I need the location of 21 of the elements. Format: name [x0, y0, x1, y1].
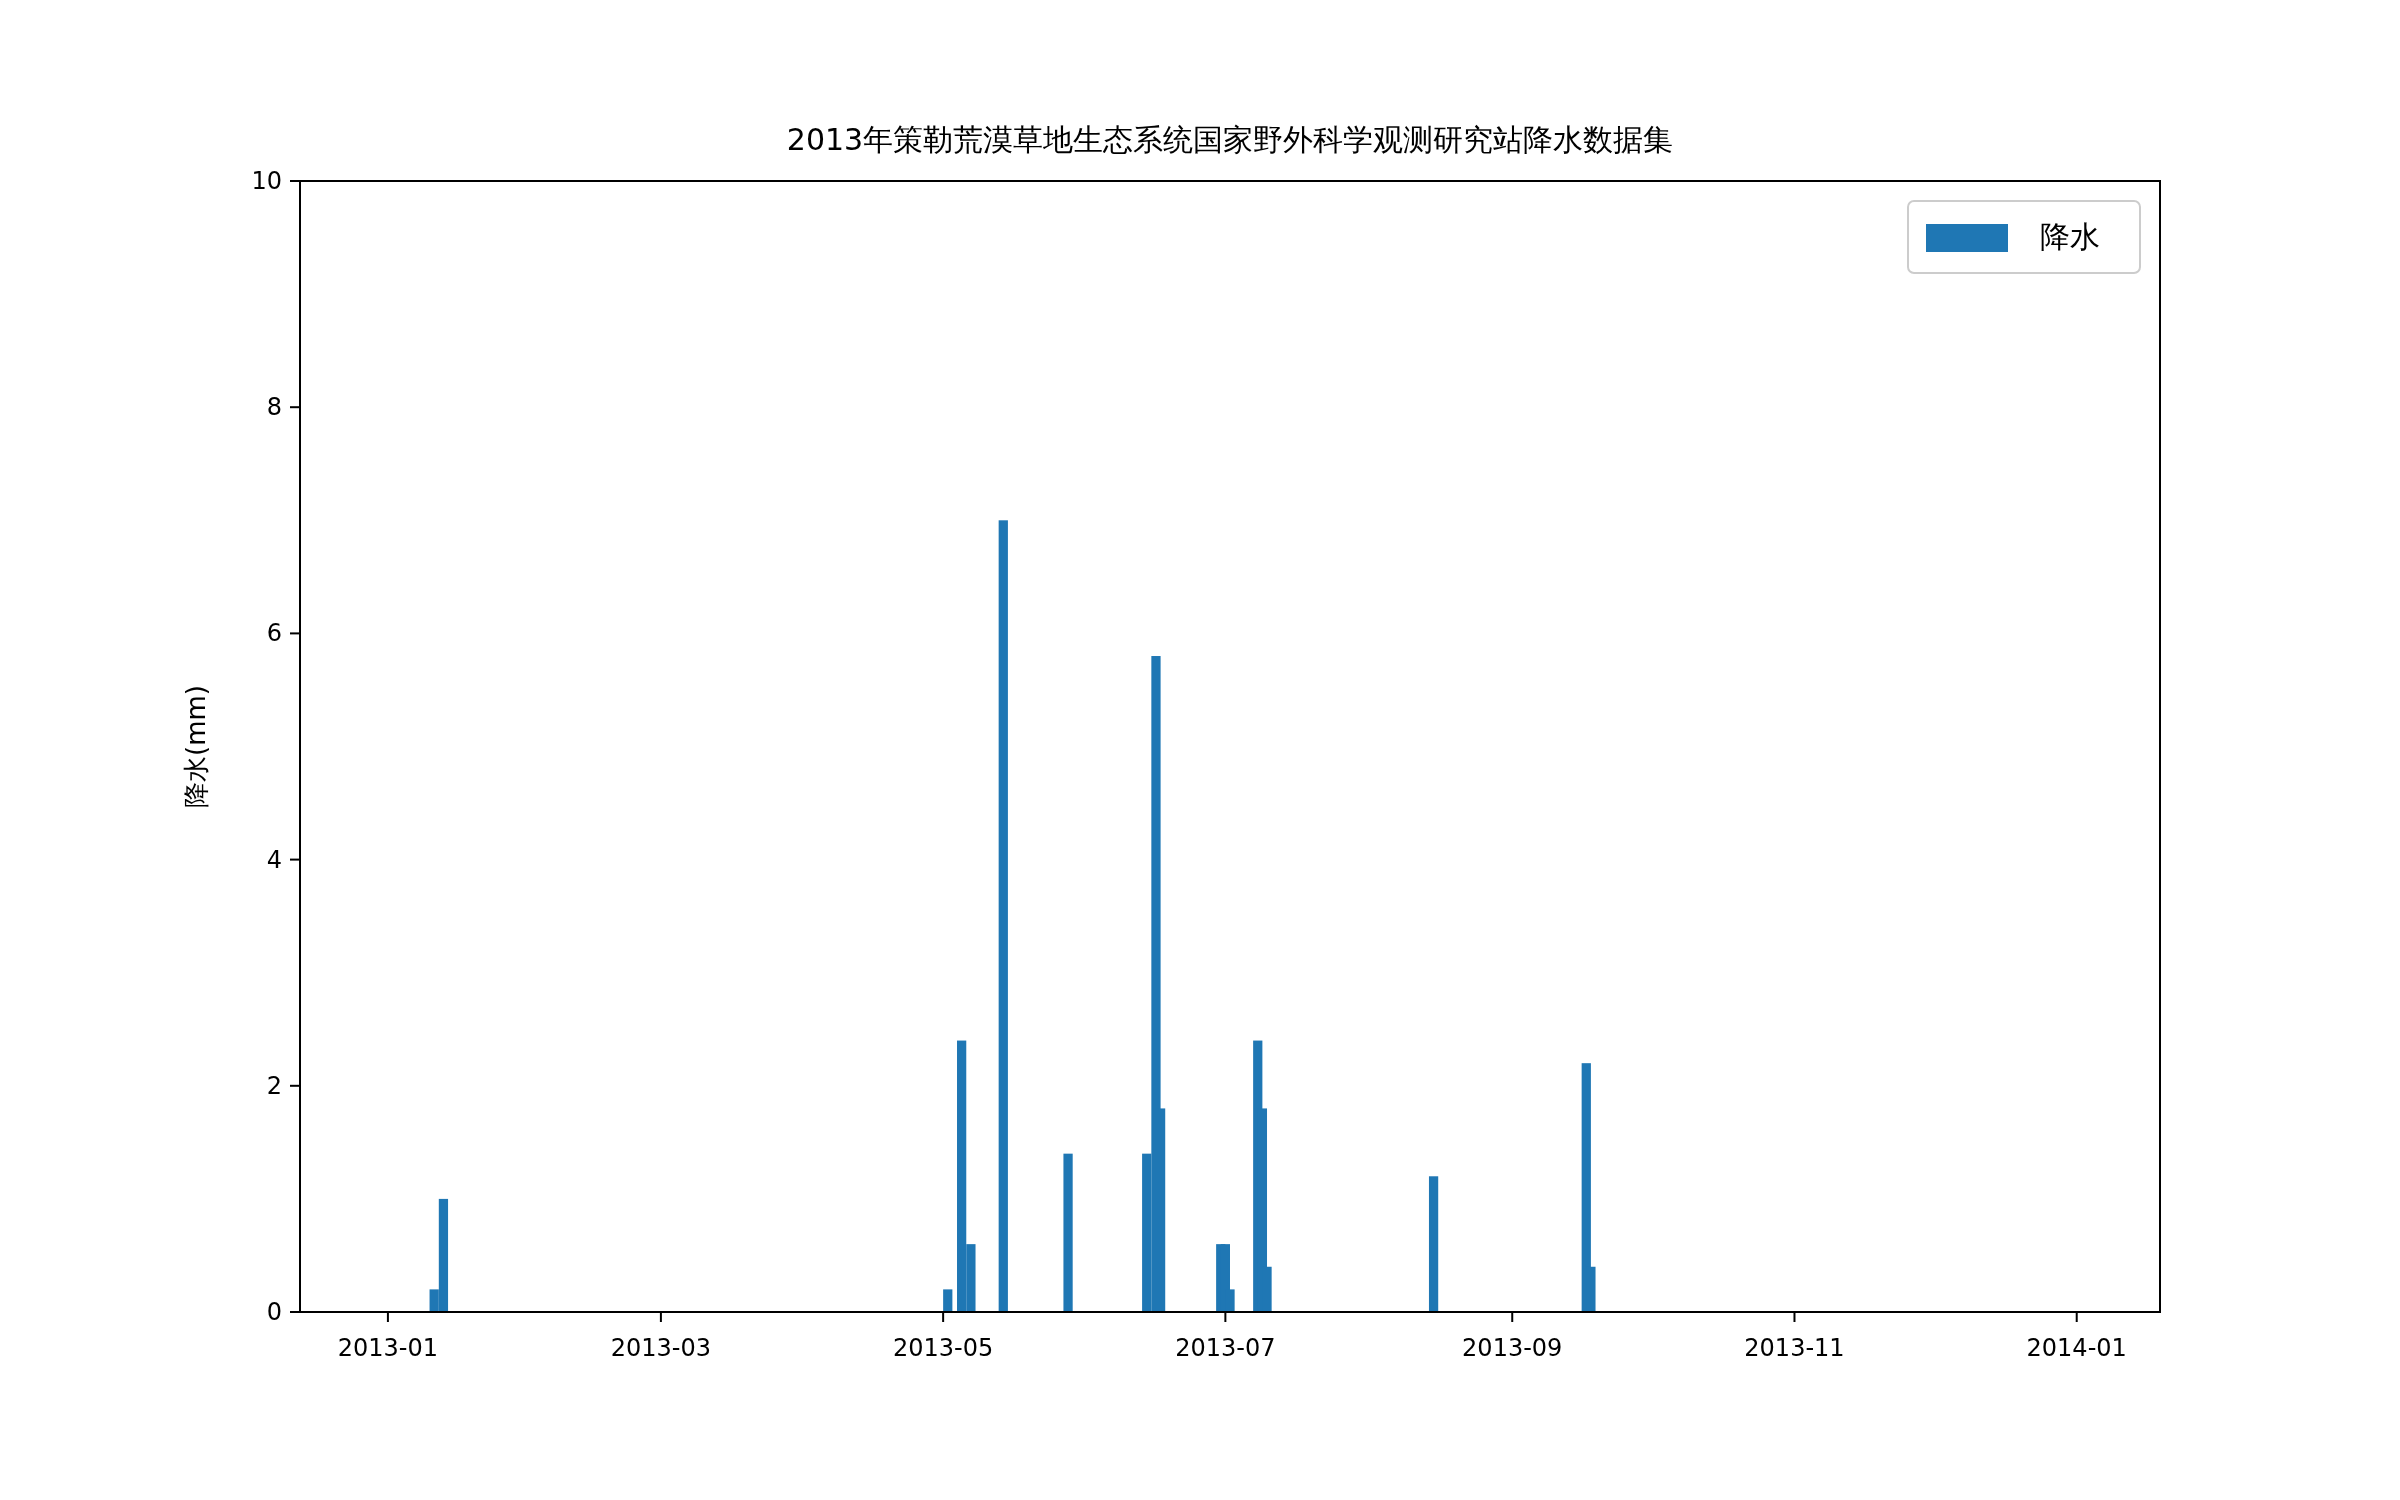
legend-label: 降水	[2040, 219, 2100, 254]
x-tick-label: 2013-05	[892, 1334, 994, 1362]
y-tick-label: 4	[266, 845, 282, 874]
x-tick-label: 2013-07	[1175, 1334, 1276, 1362]
y-tick-label: 10	[251, 167, 282, 195]
y-tick-label: 6	[266, 619, 282, 648]
legend: 降水	[1907, 200, 2141, 274]
x-tick-label: 2013-01	[337, 1334, 439, 1362]
bar	[1428, 1176, 1439, 1312]
y-axis-title: 降水(mm)	[181, 685, 211, 808]
bar	[1063, 1153, 1073, 1312]
y-tick-label: 8	[266, 393, 282, 422]
y-tick-label: 2	[266, 1071, 282, 1100]
x-tick-label: 2013-03	[610, 1334, 712, 1362]
y-tick-label: 0	[266, 1298, 282, 1326]
x-tick-label: 2014-01	[2026, 1334, 2127, 1362]
x-tick-label: 2013-11	[1744, 1334, 1845, 1362]
bar	[998, 520, 1008, 1312]
chart-title: 2013年策勒荒漠草地生态系统国家野外科学观测研究站降水数据集	[786, 122, 1674, 157]
x-tick-label: 2013-09	[1462, 1334, 1563, 1362]
bar	[943, 1289, 953, 1312]
